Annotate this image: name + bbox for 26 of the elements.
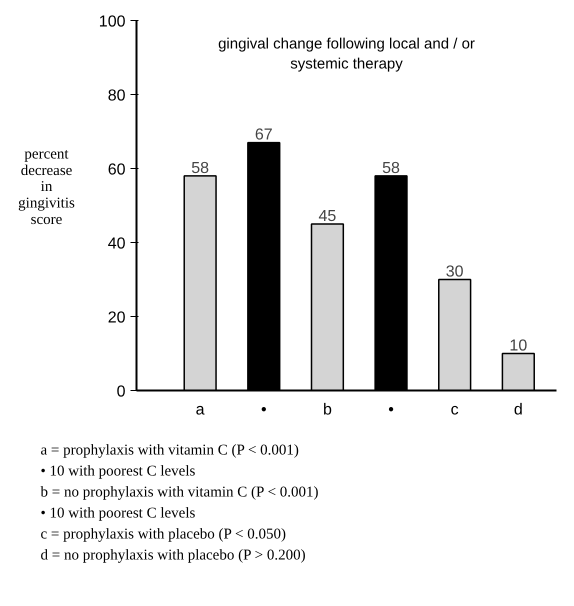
data-label: 30 [446, 264, 464, 280]
text: • 10 with poorest C levels [40, 506, 196, 522]
y-tick-label: 60 [108, 162, 126, 178]
text: gingival change following local and / or systemic therapy [218, 36, 475, 72]
data-label: 58 [191, 160, 210, 177]
y-tick-label: 40 [108, 236, 126, 252]
data-label: 45 [318, 208, 336, 225]
x-tick-label: a [196, 402, 205, 418]
data-label: 58 [382, 160, 400, 177]
text: • 10 with poorest C levels [40, 464, 196, 480]
x-tick-label: b [322, 402, 332, 418]
y-tick-label: 0 [116, 384, 126, 400]
text: b = no prophylaxis with vitamin C (P < 0.001) [40, 484, 319, 500]
text: c = prophylaxis with placebo (P < 0.050) [40, 526, 286, 542]
x-tick-label: d [514, 402, 523, 418]
y-tick-label: 80 [108, 88, 126, 104]
data-label: 10 [509, 338, 528, 354]
data-label: 67 [254, 126, 273, 144]
y-axis-title: percent decrease in gingivitis score [18, 146, 75, 228]
x-tick-label: • [260, 402, 267, 418]
text: a = prophylaxis with vitamin C (P < 0.001) [40, 442, 299, 458]
text: d = no prophylaxis with placebo (P > 0.200) [40, 548, 306, 564]
x-tick-label: • [388, 402, 394, 418]
y-tick-label: 100 [98, 14, 126, 30]
y-tick-label: 20 [108, 310, 126, 326]
x-tick-label: c [450, 402, 459, 418]
